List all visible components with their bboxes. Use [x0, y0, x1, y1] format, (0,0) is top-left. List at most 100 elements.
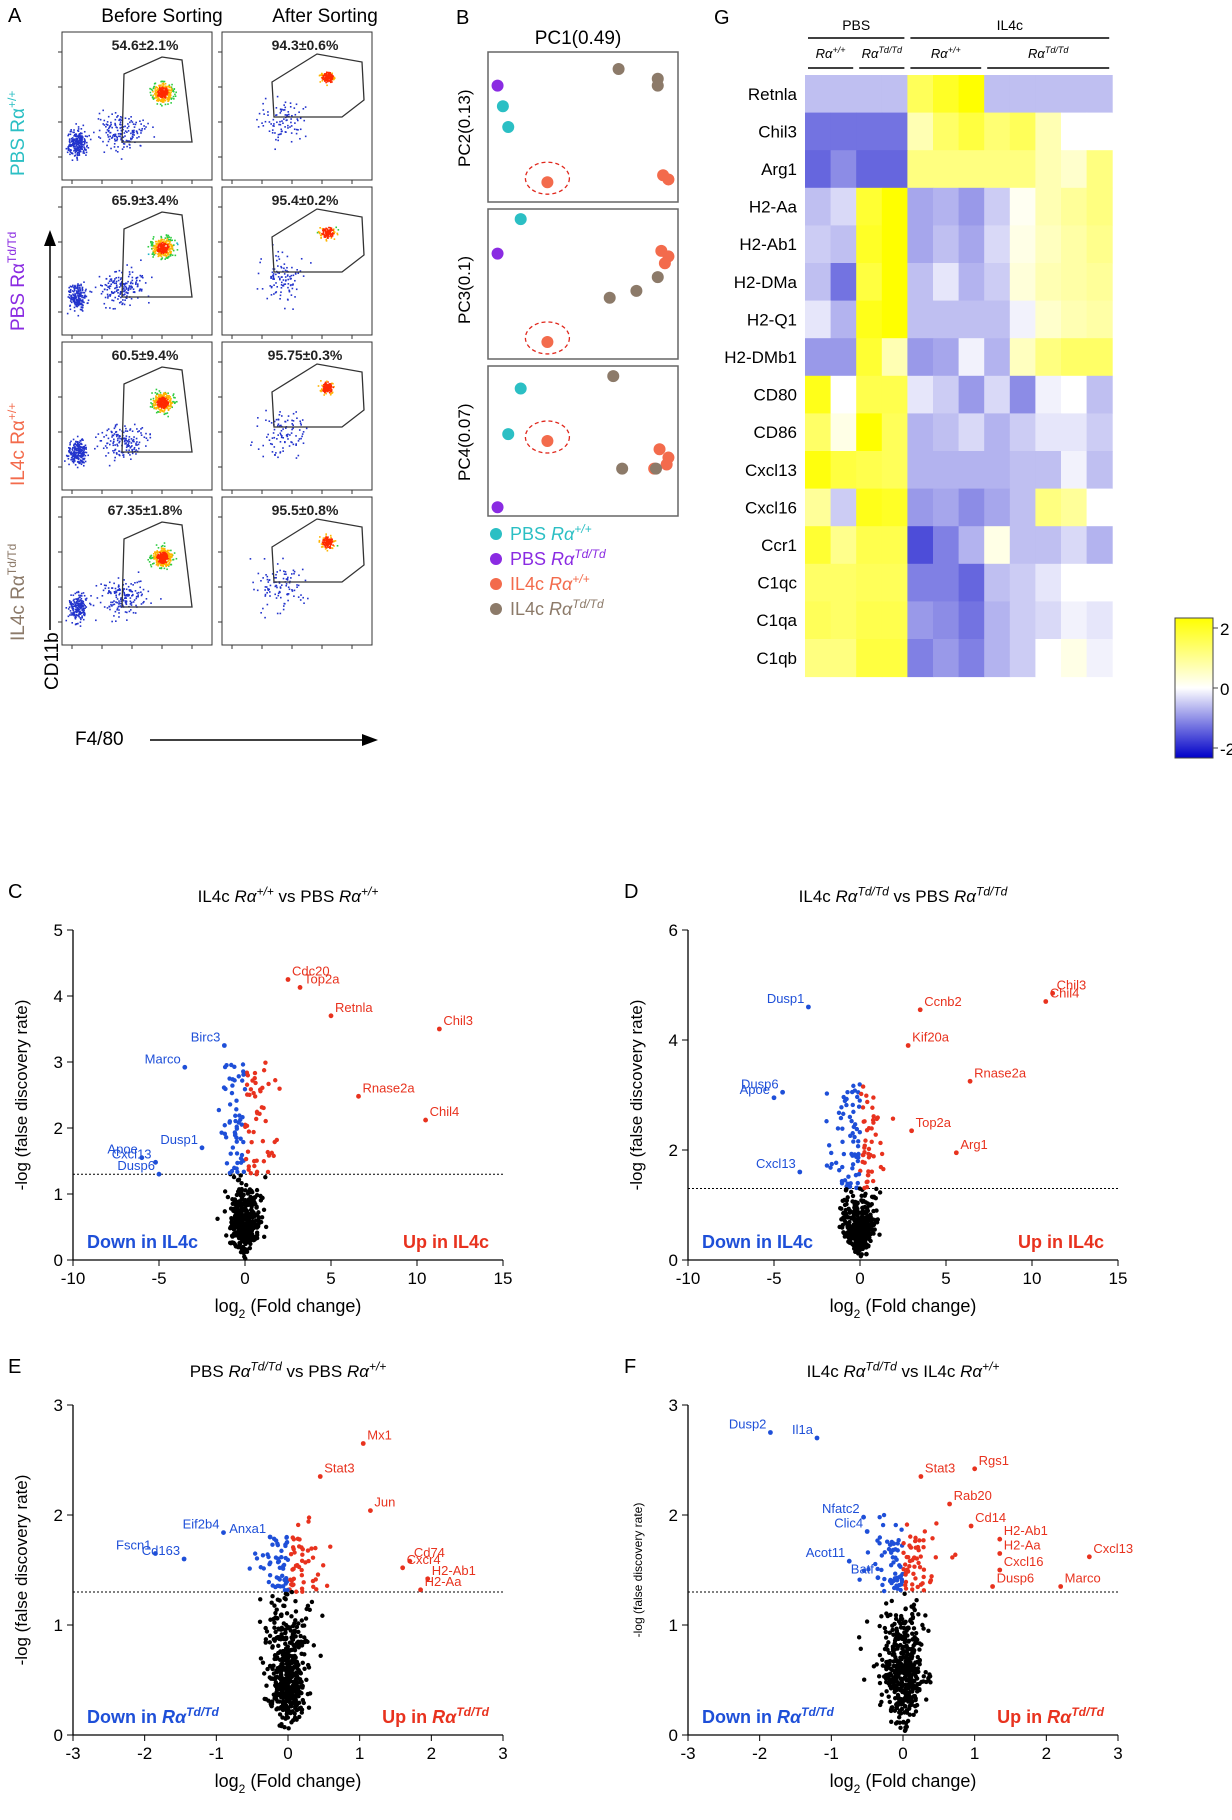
flow-event-dot [283, 605, 285, 607]
gate-percentage: 60.5±9.4% [112, 347, 179, 363]
heatmap-cell [907, 489, 933, 527]
flow-event-dot [156, 550, 158, 552]
flow-event-dot [281, 437, 283, 439]
flow-event-dot [141, 434, 143, 436]
flow-event-dot [74, 286, 76, 288]
heatmap-cell [1061, 301, 1087, 339]
flow-event-dot [71, 604, 73, 606]
flow-event-dot [98, 433, 100, 435]
flow-event-dot [83, 146, 85, 148]
flow-event-dot [265, 419, 267, 421]
flow-event-dot [152, 126, 154, 128]
geno-sup-tspan: +/+ [948, 45, 961, 55]
flow-event-dot [163, 555, 165, 557]
heatmap-cell [1087, 225, 1113, 263]
flow-event-dot [107, 295, 109, 297]
flow-event-dot [164, 546, 166, 548]
flow-event-dot [333, 78, 335, 80]
gene-point [226, 1195, 230, 1199]
flow-event-dot [76, 134, 78, 136]
flow-event-dot [120, 599, 122, 601]
flow-event-dot [164, 243, 166, 245]
flow-event-dot [77, 467, 79, 469]
gene-point [240, 1115, 244, 1119]
heatmap-cell [831, 376, 857, 414]
y-axis-title-group: -log (false discovery rate) [12, 1000, 31, 1191]
flow-event-dot [273, 119, 275, 121]
flow-event-dot [326, 228, 328, 230]
flow-event-dot [151, 241, 153, 243]
flow-event-dot [132, 283, 134, 285]
gene-point [878, 1190, 882, 1194]
flow-event-dot [280, 112, 282, 114]
flow-event-dot [84, 447, 86, 449]
flow-event-dot [286, 267, 288, 269]
flow-event-dot [100, 137, 102, 139]
flow-event-dot [157, 249, 159, 251]
heatmap-cell [1061, 564, 1087, 602]
heatmap-cell [805, 75, 831, 113]
flow-event-dot [112, 450, 114, 452]
heatmap-cell [1087, 601, 1113, 639]
flow-event-dot [281, 120, 283, 122]
flow-event-dot [285, 101, 287, 103]
gene-point [242, 1208, 246, 1212]
row-label-sup: Td/Td [5, 544, 19, 575]
flow-event-dot [76, 138, 78, 140]
flow-event-dot [148, 302, 150, 304]
flow-event-dot [73, 612, 75, 614]
gene-point [262, 1208, 266, 1212]
flow-event-dot [277, 613, 279, 615]
flow-event-dot [163, 101, 165, 103]
flow-event-dot [114, 138, 116, 140]
flow-event-dot [108, 116, 110, 118]
flow-event-dot [283, 279, 285, 281]
flow-event-dot [77, 623, 79, 625]
gene-point [239, 1173, 243, 1177]
flow-event-dot [271, 444, 273, 446]
flow-event-dot [135, 443, 137, 445]
flow-event-dot [257, 417, 259, 419]
flow-event-dot [279, 570, 281, 572]
flow-event-dot [65, 607, 67, 609]
flow-event-dot [162, 242, 164, 244]
flow-event-dot [177, 249, 179, 251]
flow-event-dot [71, 298, 73, 300]
flow-event-dot [116, 137, 118, 139]
flow-event-dot [271, 422, 273, 424]
gene-label: Marco [145, 1051, 181, 1066]
flow-event-dot [276, 286, 278, 288]
flow-event-dot [79, 302, 81, 304]
flow-event-dot [258, 126, 260, 128]
pca-point-cyan [502, 428, 514, 440]
flow-event-dot [133, 612, 135, 614]
flow-event-dot [288, 586, 290, 588]
flow-event-dot [300, 128, 302, 130]
flow-event-dot [160, 598, 162, 600]
flow-event-dot [78, 453, 80, 455]
flow-event-dot [267, 111, 269, 113]
flow-event-dot [271, 294, 273, 296]
flow-event-dot [272, 132, 274, 134]
flow-event-dot [162, 83, 164, 85]
heatmap-cell [1035, 564, 1061, 602]
flow-event-dot [148, 253, 150, 255]
gene-point [858, 1098, 862, 1102]
flow-event-dot [321, 74, 323, 76]
row-label-group: PBS RαTd/Td [5, 232, 29, 331]
flow-event-dot [75, 593, 77, 595]
flow-event-dot [276, 260, 278, 262]
flow-event-dot [117, 607, 119, 609]
gene-point [261, 1106, 265, 1110]
flow-event-dot [330, 542, 332, 544]
x-tick-label: -10 [676, 1269, 701, 1288]
flow-event-dot [162, 86, 164, 88]
flow-event-dot [160, 562, 162, 564]
flow-event-dot [332, 548, 334, 550]
flow-event-dot [139, 289, 141, 291]
heatmap-cell [856, 489, 882, 527]
flow-event-dot [321, 388, 323, 390]
flow-event-dot [117, 598, 119, 600]
title-tspan: IL4c [799, 887, 836, 906]
flow-event-dot [156, 100, 158, 102]
